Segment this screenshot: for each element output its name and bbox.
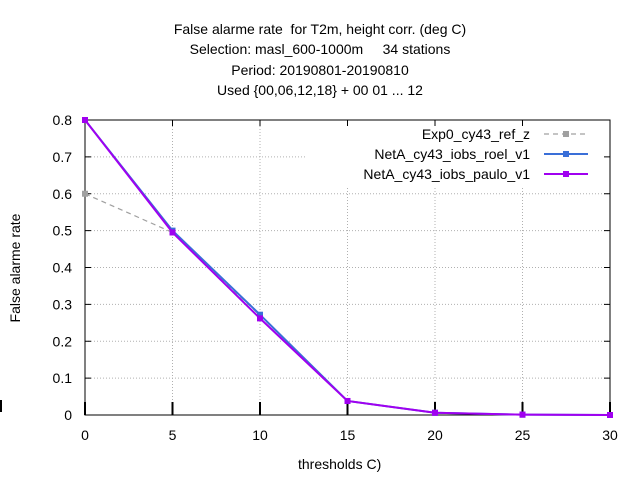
series-2-point-1 [169, 229, 176, 236]
chart-title-line-4: Used {00,06,12,18} + 00 01 ... 12 [217, 82, 423, 98]
x-tick-label-6: 30 [602, 427, 618, 443]
series-layer [82, 117, 613, 418]
series-2-point-3 [344, 397, 351, 404]
series-2-point-2 [257, 315, 263, 322]
y-tick-label-7: 0.7 [53, 149, 73, 165]
y-tick-label-0: 0 [64, 407, 72, 423]
x-tick-label-0: 0 [81, 427, 89, 443]
legend-swatch-marker-0 [563, 131, 569, 137]
y-tick-label-6: 0.6 [53, 186, 73, 202]
axes: 0 5 10 15 20 25 30 0 0.1 0.2 0.3 0.4 0.5 0.6 0.7 0.8 [0, 112, 618, 443]
series-2-point-5 [519, 411, 526, 418]
legend-label-2: NetA_cy43_iobs_paulo_v1 [363, 166, 530, 182]
legend-swatch-marker-1 [563, 151, 569, 157]
legend-swatch-marker-2 [563, 171, 569, 177]
series-2-point-6 [607, 412, 613, 418]
x-tick-label-2: 10 [252, 427, 268, 443]
chart-title-line-1: False alarme rate for T2m, height corr. … [173, 21, 467, 37]
y-tick-label-5: 0.5 [53, 223, 73, 239]
series-0-point-0 [82, 190, 88, 197]
y-tick-label-1: 0.1 [53, 370, 73, 386]
chart-title-line-2: Selection: masl_600-1000m 34 stations [189, 41, 451, 57]
y-tick-label-4: 0.4 [53, 260, 73, 276]
series-2-point-0 [82, 117, 88, 123]
x-tick-label-1: 5 [169, 427, 177, 443]
x-tick-label-4: 20 [427, 427, 443, 443]
y-tick-label-2: 0.2 [53, 333, 73, 349]
legend-label-0: Exp0_cy43_ref_z [422, 126, 530, 142]
x-axis-label: thresholds C) [298, 456, 382, 472]
y-tick-label-3: 0.3 [53, 296, 73, 312]
legend: Exp0_cy43_ref_z NetA_cy43_iobs_roel_v1 Net… [363, 126, 588, 182]
x-tick-label-3: 15 [340, 427, 356, 443]
grid [85, 120, 610, 415]
y-tick-label-8: 0.8 [53, 112, 73, 128]
series-1-point-2 [257, 311, 263, 318]
y-axis-label: False alarme rate [7, 213, 23, 323]
x-tick-label-5: 25 [515, 427, 531, 443]
chart-title-line-3: Period: 20190801-20190810 [231, 62, 409, 78]
series-2-point-4 [432, 409, 438, 416]
legend-label-1: NetA_cy43_iobs_roel_v1 [374, 146, 530, 162]
